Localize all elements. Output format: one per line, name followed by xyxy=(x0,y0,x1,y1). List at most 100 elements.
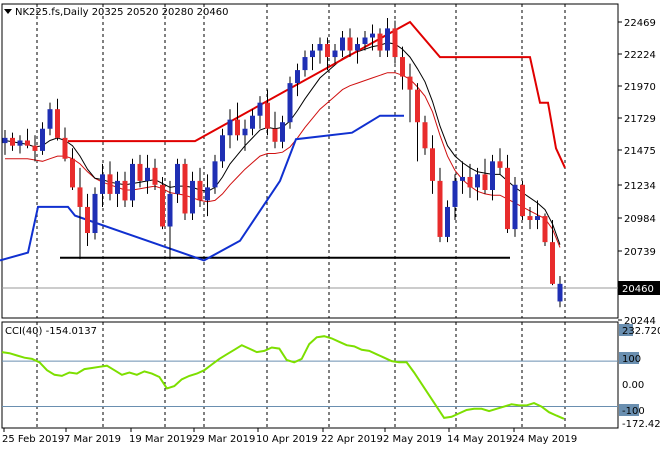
y-tick-label: 22469 xyxy=(624,18,656,29)
candle-up xyxy=(535,216,540,220)
candle-down xyxy=(85,206,90,234)
candle-down xyxy=(497,161,503,168)
cci-tick-box xyxy=(619,324,633,336)
candle-up xyxy=(2,137,8,144)
candle-down xyxy=(272,128,278,142)
candle-down xyxy=(392,28,398,58)
candle-up xyxy=(40,128,45,151)
candle-up xyxy=(130,163,135,201)
y-tick-label: 20739 xyxy=(624,247,656,258)
cci-tick-box xyxy=(619,352,639,364)
y-tick-label: 21970 xyxy=(624,82,656,93)
candle-down xyxy=(77,187,83,207)
candle-down xyxy=(10,137,15,146)
red-trailing-stop-line xyxy=(68,20,566,169)
candle-down xyxy=(542,216,548,243)
y-tick-label: 22224 xyxy=(624,50,656,61)
candle-up xyxy=(17,140,23,146)
candle-down xyxy=(70,158,75,188)
candle-up xyxy=(452,180,458,207)
candle-down xyxy=(430,148,435,181)
candle-up xyxy=(310,50,315,58)
candle-up xyxy=(190,180,195,214)
candle-up xyxy=(212,161,218,188)
x-tick-label: 7 Mar 2019 xyxy=(64,434,121,445)
candle-down xyxy=(122,180,128,201)
candle-up xyxy=(362,37,368,45)
candle-up xyxy=(242,128,248,136)
y-tick-label: 21234 xyxy=(624,181,656,192)
cci-tick-label: 0.00 xyxy=(622,380,644,391)
current-price-label: 20460 xyxy=(622,284,654,295)
candle-down xyxy=(25,140,30,146)
y-tick-label: 21475 xyxy=(624,146,656,157)
candle-up xyxy=(460,176,465,181)
candle-down xyxy=(325,44,330,58)
candle-up xyxy=(332,50,338,58)
candle-up xyxy=(100,174,105,194)
y-tick-label: 20244 xyxy=(624,316,656,327)
y-tick-label: 21729 xyxy=(624,114,656,125)
x-tick-label: 10 Apr 2019 xyxy=(256,434,318,445)
price-pane: 22469 22224 21970 21729 21475 21234 20984 20739… xyxy=(0,3,660,327)
candle-up xyxy=(385,28,390,51)
candle-up xyxy=(370,33,375,38)
candle-up xyxy=(250,115,255,129)
candle-up xyxy=(295,70,300,84)
cci-tick-label: -172.429 xyxy=(622,419,660,430)
current-price-box xyxy=(618,281,660,295)
candle-up xyxy=(302,57,308,71)
candle-down xyxy=(422,122,428,149)
candle-down xyxy=(407,76,413,90)
y-tick-label: 20984 xyxy=(624,214,656,225)
candle-up xyxy=(280,122,285,142)
symbol-label: NK225.fs,Daily 20325 20520 20280 20460 xyxy=(15,7,228,18)
candle-down xyxy=(505,167,510,230)
candle-up xyxy=(205,187,210,201)
candle-up xyxy=(47,109,53,129)
candle-up xyxy=(227,119,233,136)
candle-down xyxy=(55,109,60,138)
candle-down xyxy=(437,180,443,237)
cci-pane: 232.7208 100 0.00 -100 -172.429 xyxy=(1,321,660,430)
cci-tick-label: 100 xyxy=(622,354,641,365)
candle-down xyxy=(550,242,555,284)
candle-down xyxy=(107,174,113,194)
candle-up xyxy=(445,206,450,237)
candle-up xyxy=(115,180,120,194)
candle-down xyxy=(347,37,353,51)
candle-down xyxy=(377,33,383,51)
candle-up xyxy=(340,37,345,51)
candle-up xyxy=(257,102,263,116)
candle-up xyxy=(167,193,173,227)
candle-down xyxy=(400,57,405,77)
candle-down xyxy=(32,145,38,151)
candle-down xyxy=(182,163,188,214)
candle-down xyxy=(160,184,165,227)
candle-down xyxy=(62,137,68,159)
cci-tick-label: -100 xyxy=(622,406,645,417)
x-tick-label: 19 Mar 2019 xyxy=(129,434,192,445)
candle-up xyxy=(220,135,225,162)
x-tick-label: 29 Mar 2019 xyxy=(192,434,255,445)
candle-up xyxy=(475,174,480,188)
candle-up xyxy=(355,44,360,51)
candle-up xyxy=(92,193,98,234)
x-tick-label: 14 May 2019 xyxy=(447,434,512,445)
cci-tick-box xyxy=(619,404,639,416)
candle-down xyxy=(482,174,488,191)
candle-down xyxy=(520,184,525,217)
dropdown-triangle-icon[interactable] xyxy=(4,9,12,14)
candle-down xyxy=(197,180,203,201)
x-axis: 25 Feb 2019 7 Mar 2019 19 Mar 2019 29 Mar 2… xyxy=(2,428,577,445)
cci-label: CCI(40) -154.0137 xyxy=(5,326,97,337)
cci-tick-label: 232.7208 xyxy=(622,326,660,337)
x-tick-label: 22 Apr 2019 xyxy=(321,434,383,445)
candle-down xyxy=(152,167,158,185)
candle-up xyxy=(557,283,563,302)
candle-up xyxy=(512,184,518,230)
x-tick-label: 2 May 2019 xyxy=(383,434,442,445)
candle-down xyxy=(527,216,533,220)
cci-frame xyxy=(1,321,619,429)
